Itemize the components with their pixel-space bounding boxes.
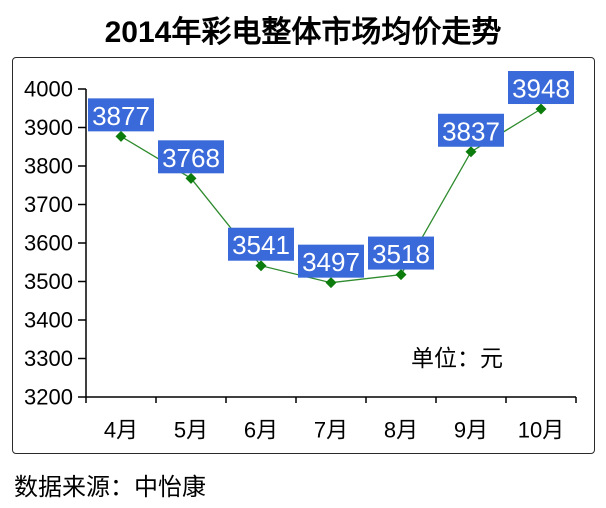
chart-frame: 3200 3300 3400 3500 3600 3700 3800 3900 4000 4月 5月… <box>12 57 595 454</box>
y-tick-label: 3500 <box>24 269 73 294</box>
y-tick-label: 3900 <box>24 115 73 140</box>
y-tick-label: 3400 <box>24 308 73 333</box>
data-point-marker <box>185 172 197 184</box>
x-tick-label: 5月 <box>174 418 208 443</box>
data-label-box <box>438 113 504 147</box>
y-tick-label: 3800 <box>24 154 73 179</box>
unit-label: 单位：元 <box>411 345 503 371</box>
data-label: 3541 <box>232 230 290 260</box>
data-label-box <box>368 236 434 270</box>
y-tick-label: 4000 <box>24 77 73 102</box>
data-label-box <box>508 71 574 105</box>
y-tick-label: 3300 <box>24 346 73 371</box>
x-tick-label: 10月 <box>518 418 564 443</box>
data-label-box <box>88 98 154 132</box>
x-tick-label: 9月 <box>454 418 488 443</box>
data-point-marker <box>115 130 127 142</box>
data-label: 3768 <box>162 143 220 173</box>
y-tick-label: 3600 <box>24 231 73 256</box>
data-label: 3518 <box>372 239 430 269</box>
x-tick-label: 6月 <box>244 418 278 443</box>
data-source-note: 数据来源：中怡康 <box>14 474 206 501</box>
data-point-marker <box>255 260 267 272</box>
data-point-marker <box>325 277 337 289</box>
y-tick-label: 3700 <box>24 192 73 217</box>
y-tick-label: 3200 <box>24 385 73 410</box>
x-tick-label: 7月 <box>314 418 348 443</box>
data-label-box <box>158 140 224 174</box>
data-point-marker <box>395 269 407 281</box>
data-point-marker <box>535 103 547 115</box>
data-label: 3837 <box>442 116 500 146</box>
data-label-box <box>298 244 364 278</box>
line-chart-plot: 3200 3300 3400 3500 3600 3700 3800 3900 4000 4月 5月… <box>24 71 577 443</box>
x-tick-label: 8月 <box>384 418 418 443</box>
data-label: 3948 <box>512 74 570 104</box>
x-tick-label: 4月 <box>104 418 138 443</box>
data-point-marker <box>465 146 477 158</box>
chart-title: 2014年彩电整体市场均价走势 <box>104 16 502 49</box>
data-label-box <box>228 227 294 261</box>
data-label: 3497 <box>302 247 360 277</box>
data-label: 3877 <box>92 101 150 131</box>
